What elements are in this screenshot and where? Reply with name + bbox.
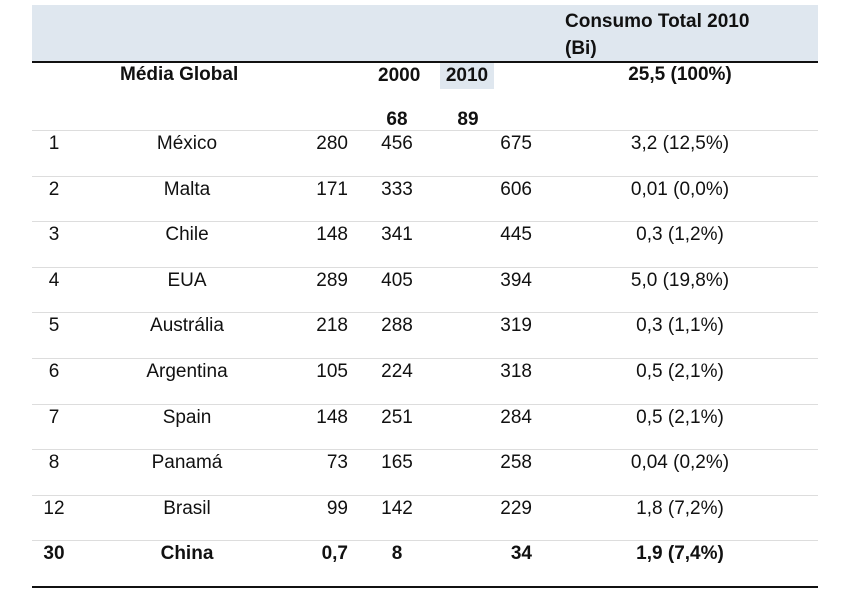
header-rule [32,61,818,63]
per-capita-2010: 229 [500,497,532,519]
row-divider [32,266,818,268]
row-divider [32,494,818,496]
consumo-title: Consumo Total 2010 (Bi) [565,11,750,59]
bottom-rule [32,586,818,588]
per-capita-2010: 675 [500,133,532,154]
global-year-2010: 2010 [440,63,494,89]
row-divider [32,175,818,177]
global-val-2010: 89 [457,109,479,130]
per-capita-1: 289 [316,269,348,291]
row-divider [32,221,818,223]
row-divider [32,449,818,451]
consumo-total: 0,3 (1,1%) [636,315,724,337]
country: China [160,543,214,565]
row-divider [32,540,818,542]
country: EUA [167,269,207,291]
per-capita-1: 171 [316,178,348,200]
rank: 12 [43,497,65,519]
country: Chile [165,224,209,246]
country: Brasil [163,497,211,519]
per-capita-2000: 405 [381,269,413,291]
global-val-2000: 68 [386,109,408,130]
row-divider [32,312,818,314]
global-total: 25,5 (100%) [628,64,732,85]
per-capita-2000: 456 [381,133,413,154]
rank: 5 [48,315,60,337]
country: Spain [162,406,212,428]
per-capita-2000: 142 [381,497,413,519]
consumo-total: 0,01 (0,0%) [630,178,730,200]
per-capita-1: 99 [326,497,348,519]
row-divider [32,358,818,359]
global-label: Média Global [120,64,239,85]
per-capita-2010: 319 [500,315,532,337]
per-capita-2000: 224 [381,361,413,382]
per-capita-2010: 34 [510,543,532,565]
row-divider [32,403,818,405]
rank: 3 [48,224,60,246]
country: Malta [163,178,211,200]
rank: 8 [48,452,60,474]
per-capita-2000: 8 [391,543,403,565]
country: Argentina [146,361,228,382]
per-capita-2010: 445 [500,224,532,246]
header-band [32,5,818,62]
per-capita-2010: 258 [500,452,532,474]
row-divider [32,130,818,131]
per-capita-2000: 341 [381,224,413,246]
rank: 4 [48,269,60,291]
global-year-2000: 2000 [378,65,421,86]
per-capita-2010: 284 [500,406,532,428]
per-capita-2000: 251 [381,406,413,428]
rank: 7 [48,406,60,428]
country: México [156,133,218,154]
rank: 30 [43,543,65,565]
per-capita-2000: 333 [381,178,413,200]
consumo-total: 0,5 (2,1%) [636,406,724,428]
rank: 1 [48,133,60,154]
country: Panamá [151,452,223,474]
consumo-total: 1,8 (7,2%) [636,497,724,519]
rank: 2 [48,178,60,200]
consumo-total: 0,04 (0,2%) [630,452,730,474]
per-capita-1: 0,7 [321,543,348,565]
per-capita-1: 105 [316,361,348,382]
per-capita-1: 218 [316,315,348,337]
per-capita-2000: 165 [381,452,413,474]
per-capita-1: 148 [316,406,348,428]
rank: 6 [48,361,60,382]
consumo-total: 1,9 (7,4%) [636,543,724,565]
per-capita-1: 73 [326,452,348,474]
per-capita-1: 148 [316,224,348,246]
consumo-total: 5,0 (19,8%) [630,269,730,291]
consumo-total: 0,3 (1,2%) [636,224,724,246]
per-capita-2010: 318 [500,361,532,382]
consumo-total: 3,2 (12,5%) [630,133,730,154]
country: Austrália [150,315,224,337]
per-capita-2000: 288 [381,315,413,337]
consumo-total: 0,5 (2,1%) [636,361,724,382]
per-capita-2010: 394 [500,269,532,291]
per-capita-1: 280 [316,133,348,154]
per-capita-2010: 606 [500,178,532,200]
